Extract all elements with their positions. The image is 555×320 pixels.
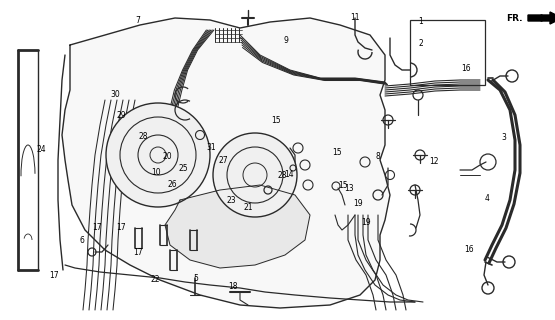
Text: 26: 26: [167, 180, 177, 189]
Text: 1: 1: [418, 17, 423, 26]
Text: 31: 31: [206, 143, 216, 152]
Text: 7: 7: [135, 16, 140, 25]
Text: 16: 16: [461, 64, 471, 73]
Text: 23: 23: [226, 196, 236, 204]
Text: 28: 28: [277, 171, 287, 180]
Text: 9: 9: [284, 36, 288, 44]
Text: 8: 8: [375, 152, 380, 161]
Text: 3: 3: [502, 133, 506, 142]
FancyArrow shape: [528, 12, 555, 24]
Text: 15: 15: [271, 116, 281, 124]
Text: 25: 25: [178, 164, 188, 172]
Text: 19: 19: [361, 218, 371, 227]
Text: 15: 15: [332, 148, 342, 156]
Text: 11: 11: [350, 13, 360, 22]
Text: 2: 2: [418, 39, 423, 48]
Text: 5: 5: [193, 274, 198, 283]
Polygon shape: [165, 185, 310, 268]
Bar: [410, 20, 485, 85]
Text: 17: 17: [133, 248, 143, 257]
Text: 13: 13: [344, 184, 354, 193]
Polygon shape: [62, 18, 390, 308]
Text: 27: 27: [218, 156, 228, 164]
Text: 21: 21: [244, 203, 254, 212]
Text: 17: 17: [116, 223, 126, 232]
Circle shape: [106, 103, 210, 207]
Text: 19: 19: [353, 199, 363, 208]
Circle shape: [213, 133, 297, 217]
Text: 18: 18: [228, 282, 238, 291]
Text: 16: 16: [464, 245, 474, 254]
Text: 30: 30: [110, 90, 120, 99]
Text: 17: 17: [92, 223, 102, 232]
Text: 10: 10: [152, 168, 162, 177]
Text: 14: 14: [284, 170, 294, 179]
Text: 12: 12: [429, 157, 439, 166]
Text: 15: 15: [338, 181, 348, 190]
Text: 17: 17: [49, 271, 59, 280]
Text: 28: 28: [138, 132, 148, 140]
Text: 6: 6: [80, 236, 84, 244]
Text: 24: 24: [37, 145, 47, 154]
Text: 22: 22: [150, 276, 160, 284]
Text: 20: 20: [163, 152, 173, 161]
Text: FR.: FR.: [507, 13, 523, 22]
Text: 4: 4: [485, 194, 490, 203]
Text: 29: 29: [116, 111, 126, 120]
